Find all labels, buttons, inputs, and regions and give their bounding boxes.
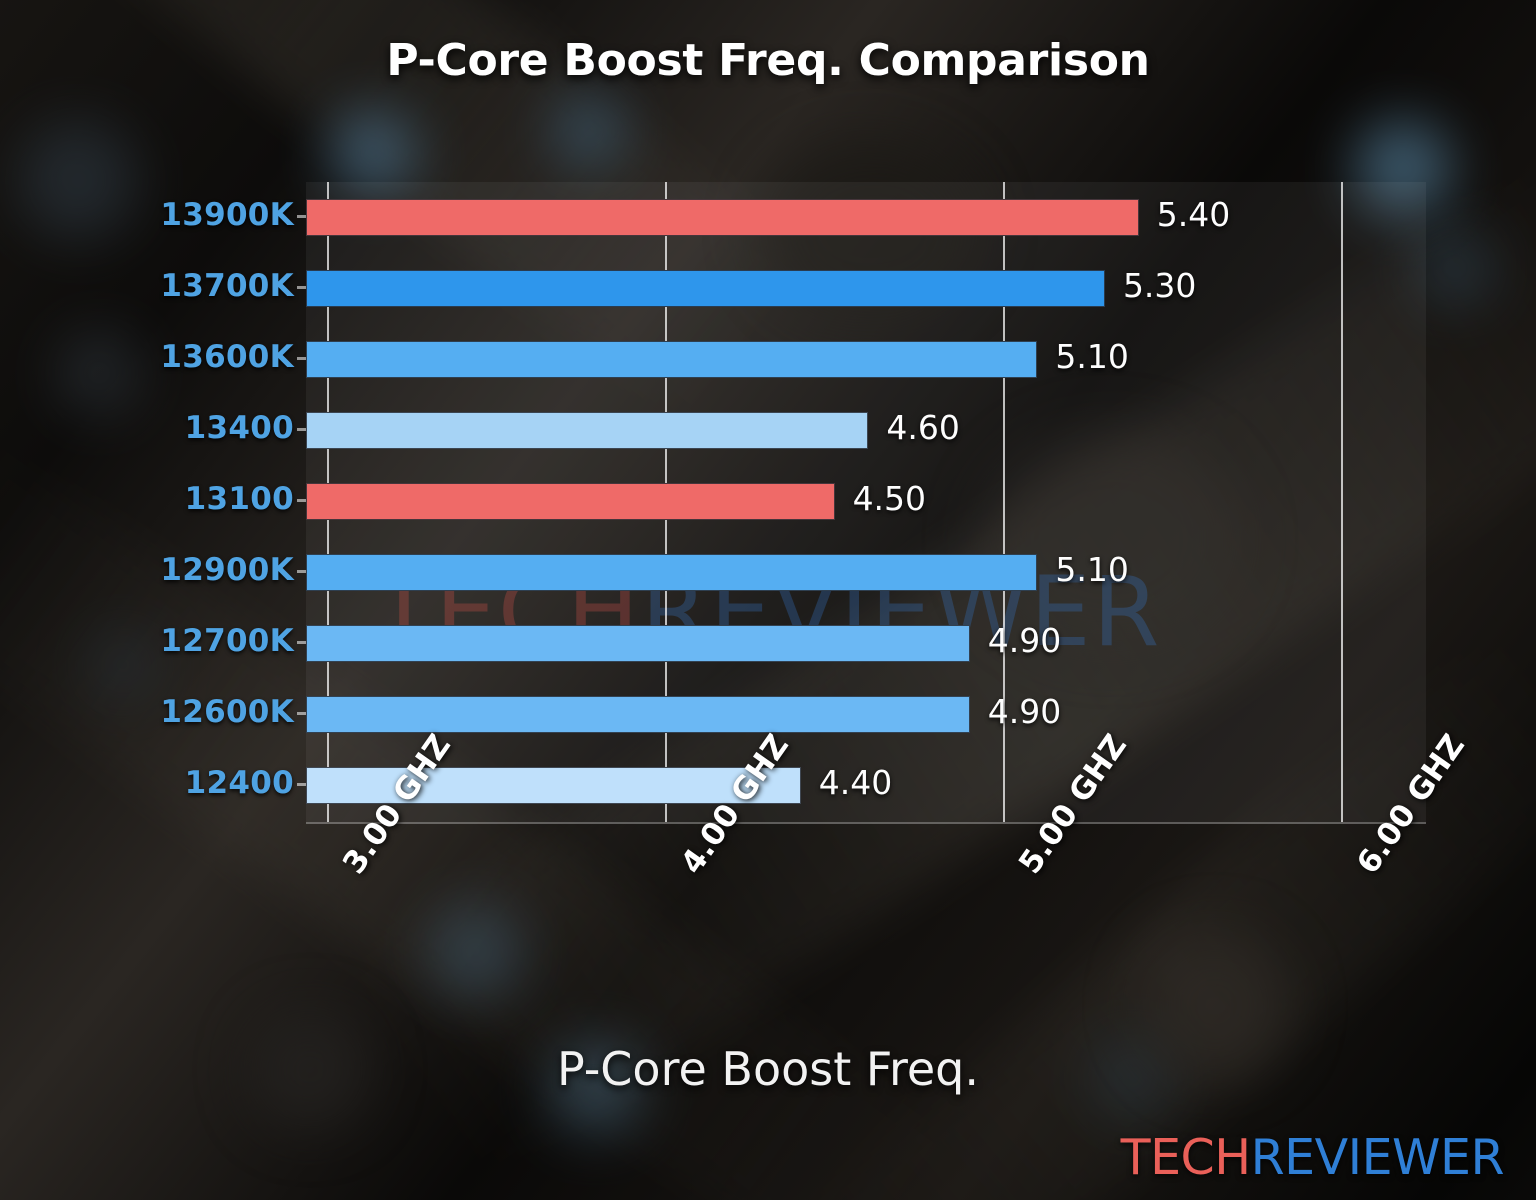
bar-row	[297, 182, 1426, 253]
bar-row	[297, 324, 1426, 395]
y-axis-tick	[297, 428, 306, 431]
y-tick-label-13600k: 13600K	[160, 338, 294, 375]
bar-13400	[306, 412, 869, 449]
value-label-13100: 4.50	[852, 478, 927, 518]
bar-12900k	[306, 554, 1038, 591]
y-tick-label-13100: 13100	[184, 480, 294, 517]
bar-12400	[306, 767, 801, 804]
y-axis-tick	[297, 570, 306, 573]
y-tick-label-12900k: 12900K	[160, 551, 294, 588]
y-tick-label-13700k: 13700K	[160, 267, 294, 304]
logo-tech: TECH	[1120, 1129, 1251, 1186]
x-axis-line	[306, 822, 1426, 824]
bar-row	[297, 395, 1426, 466]
plot-area	[297, 182, 1426, 822]
y-tick-label-12600k: 12600K	[160, 693, 294, 730]
value-label-13600k: 5.10	[1055, 336, 1129, 376]
y-axis-tick	[297, 286, 306, 289]
y-tick-label-12700k: 12700K	[160, 622, 294, 659]
bar-row	[297, 466, 1426, 537]
techreviewer-logo: TECHREVIEWER	[1120, 1129, 1505, 1186]
y-axis-tick	[297, 357, 306, 360]
value-label-13400: 4.60	[886, 407, 960, 447]
bar-13700k	[306, 270, 1105, 307]
bar-12700k	[306, 625, 970, 662]
y-tick-label-13900k: 13900K	[160, 196, 294, 233]
logo-reviewer: REVIEWER	[1250, 1129, 1505, 1186]
gridline-5-00-ghz	[1002, 182, 1005, 822]
y-axis-tick	[297, 215, 306, 218]
chart-title: P-Core Boost Freq. Comparison	[386, 35, 1150, 86]
bar-row	[297, 537, 1426, 608]
bar-12600k	[306, 696, 970, 733]
value-label-12400: 4.40	[818, 762, 893, 802]
y-axis-tick	[297, 712, 306, 715]
value-label-12600k: 4.90	[987, 691, 1062, 731]
bar-row	[297, 253, 1426, 324]
bar-13100	[306, 483, 835, 520]
value-label-12900k: 5.10	[1055, 549, 1129, 589]
bar-row	[297, 679, 1426, 750]
x-axis-title: P-Core Boost Freq.	[556, 1042, 980, 1096]
value-label-13700k: 5.30	[1122, 265, 1197, 305]
value-label-12700k: 4.90	[987, 620, 1062, 660]
y-axis-tick	[297, 641, 306, 644]
bar-series	[297, 182, 1426, 822]
bar-row	[297, 750, 1426, 821]
bar-13600k	[306, 341, 1038, 378]
value-label-13900k: 5.40	[1156, 194, 1231, 234]
bar-13900k	[306, 199, 1139, 236]
y-tick-label-13400: 13400	[184, 409, 294, 446]
y-axis-tick	[297, 499, 306, 502]
y-tick-label-12400: 12400	[184, 764, 294, 801]
bar-row	[297, 608, 1426, 679]
y-axis-tick	[297, 783, 306, 786]
gridline-6-00-ghz	[1340, 182, 1343, 822]
